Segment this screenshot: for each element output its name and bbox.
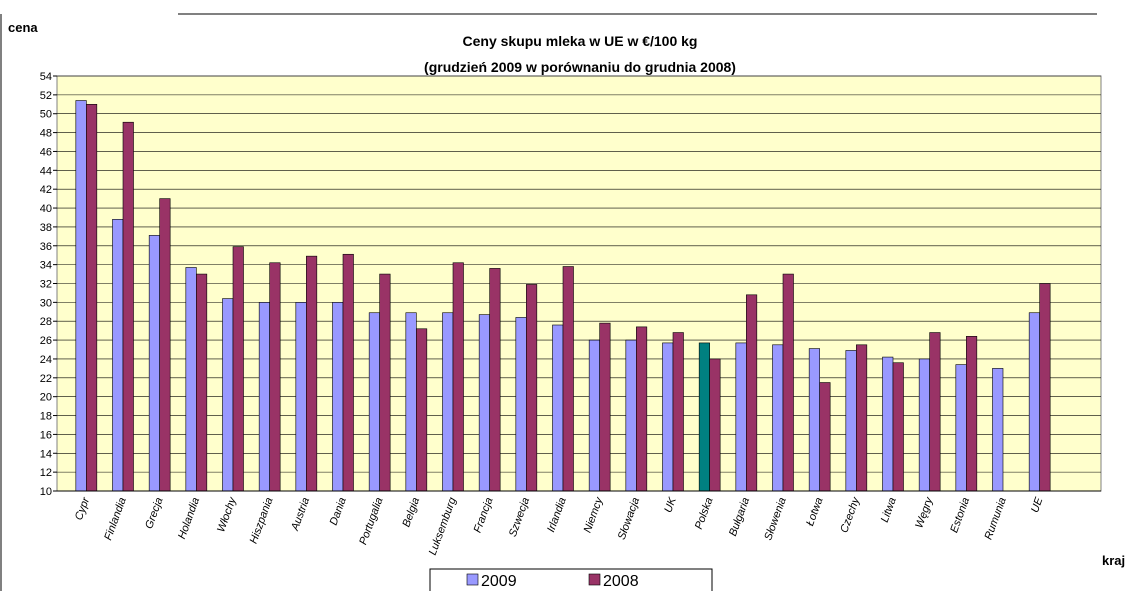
bar xyxy=(306,255,318,492)
y-tick-label: 22 xyxy=(40,373,52,385)
y-tick-label: 36 xyxy=(40,241,52,253)
y-tick-label: 50 xyxy=(40,109,52,121)
bar xyxy=(515,317,527,492)
bar xyxy=(698,342,710,492)
bar xyxy=(552,324,564,492)
bar xyxy=(599,322,611,492)
x-tick-label: UE xyxy=(1029,495,1046,514)
bar xyxy=(625,339,637,492)
bar xyxy=(232,246,244,492)
bar xyxy=(405,312,417,492)
x-axis-label: kraj xyxy=(1102,553,1125,568)
y-tick-label: 34 xyxy=(40,260,52,272)
y-tick-label: 20 xyxy=(40,392,52,404)
chart-subtitle: (grudzień 2009 w porównaniu do grudnia 2… xyxy=(424,59,736,75)
bar xyxy=(489,268,501,492)
y-tick-label: 40 xyxy=(40,203,52,215)
bar xyxy=(112,219,124,492)
y-tick-label: 10 xyxy=(40,486,52,498)
bar xyxy=(416,328,428,492)
bar xyxy=(75,100,87,492)
y-tick-label: 12 xyxy=(40,467,52,479)
bar xyxy=(966,336,978,492)
bar xyxy=(442,312,454,492)
y-tick-label: 42 xyxy=(40,184,52,196)
bar xyxy=(1039,283,1051,492)
y-tick-label: 32 xyxy=(40,279,52,291)
bar xyxy=(452,262,464,492)
legend-label: 2008 xyxy=(603,573,639,590)
bar xyxy=(735,342,747,492)
bar xyxy=(808,348,820,492)
bar xyxy=(379,273,391,492)
legend-label: 2009 xyxy=(481,573,517,590)
y-tick-label: 18 xyxy=(40,411,52,423)
y-tick-label: 14 xyxy=(40,448,52,460)
y-tick-label: 26 xyxy=(40,335,52,347)
bar xyxy=(332,302,344,492)
bar xyxy=(892,362,904,492)
bar xyxy=(196,273,208,492)
bar xyxy=(662,342,674,492)
bar xyxy=(368,312,380,492)
bar xyxy=(269,262,281,492)
y-tick-label: 28 xyxy=(40,316,52,328)
legend xyxy=(429,568,713,591)
bar xyxy=(672,332,684,492)
y-tick-label: 30 xyxy=(40,297,52,309)
bar xyxy=(772,344,784,492)
bar xyxy=(258,302,270,492)
legend-swatch xyxy=(588,573,601,586)
y-tick-label: 52 xyxy=(40,90,52,102)
bar xyxy=(148,235,160,492)
y-tick-label: 54 xyxy=(40,71,52,83)
bar xyxy=(929,332,941,492)
y-tick-label: 24 xyxy=(40,354,52,366)
bar xyxy=(1028,312,1040,492)
bar xyxy=(222,298,234,492)
bar xyxy=(562,266,574,492)
bar xyxy=(295,302,307,492)
bar xyxy=(588,339,600,492)
bar xyxy=(478,314,490,492)
bar xyxy=(992,368,1004,492)
bar xyxy=(86,103,98,492)
bar xyxy=(709,358,721,492)
bar xyxy=(185,267,197,492)
bar xyxy=(159,198,171,492)
y-tick-label: 38 xyxy=(40,222,52,234)
y-tick-label: 44 xyxy=(40,165,52,177)
chart-title: Ceny skupu mleka w UE w €/100 kg xyxy=(463,33,698,49)
y-axis-label: cena xyxy=(8,20,38,35)
y-tick-label: 48 xyxy=(40,128,52,140)
x-tick-label: UK xyxy=(662,495,679,514)
legend-swatch xyxy=(466,573,479,586)
bar xyxy=(122,121,134,492)
bar xyxy=(526,284,538,492)
bar xyxy=(882,356,894,492)
y-tick-label: 46 xyxy=(40,146,52,158)
bar xyxy=(636,326,648,492)
bar xyxy=(342,253,354,492)
bar xyxy=(819,382,831,492)
bar xyxy=(856,344,868,492)
bar xyxy=(782,273,794,492)
bar xyxy=(845,350,857,492)
bar xyxy=(955,364,967,492)
y-tick-label: 16 xyxy=(40,429,52,441)
bar xyxy=(746,294,758,492)
bar xyxy=(918,358,930,492)
